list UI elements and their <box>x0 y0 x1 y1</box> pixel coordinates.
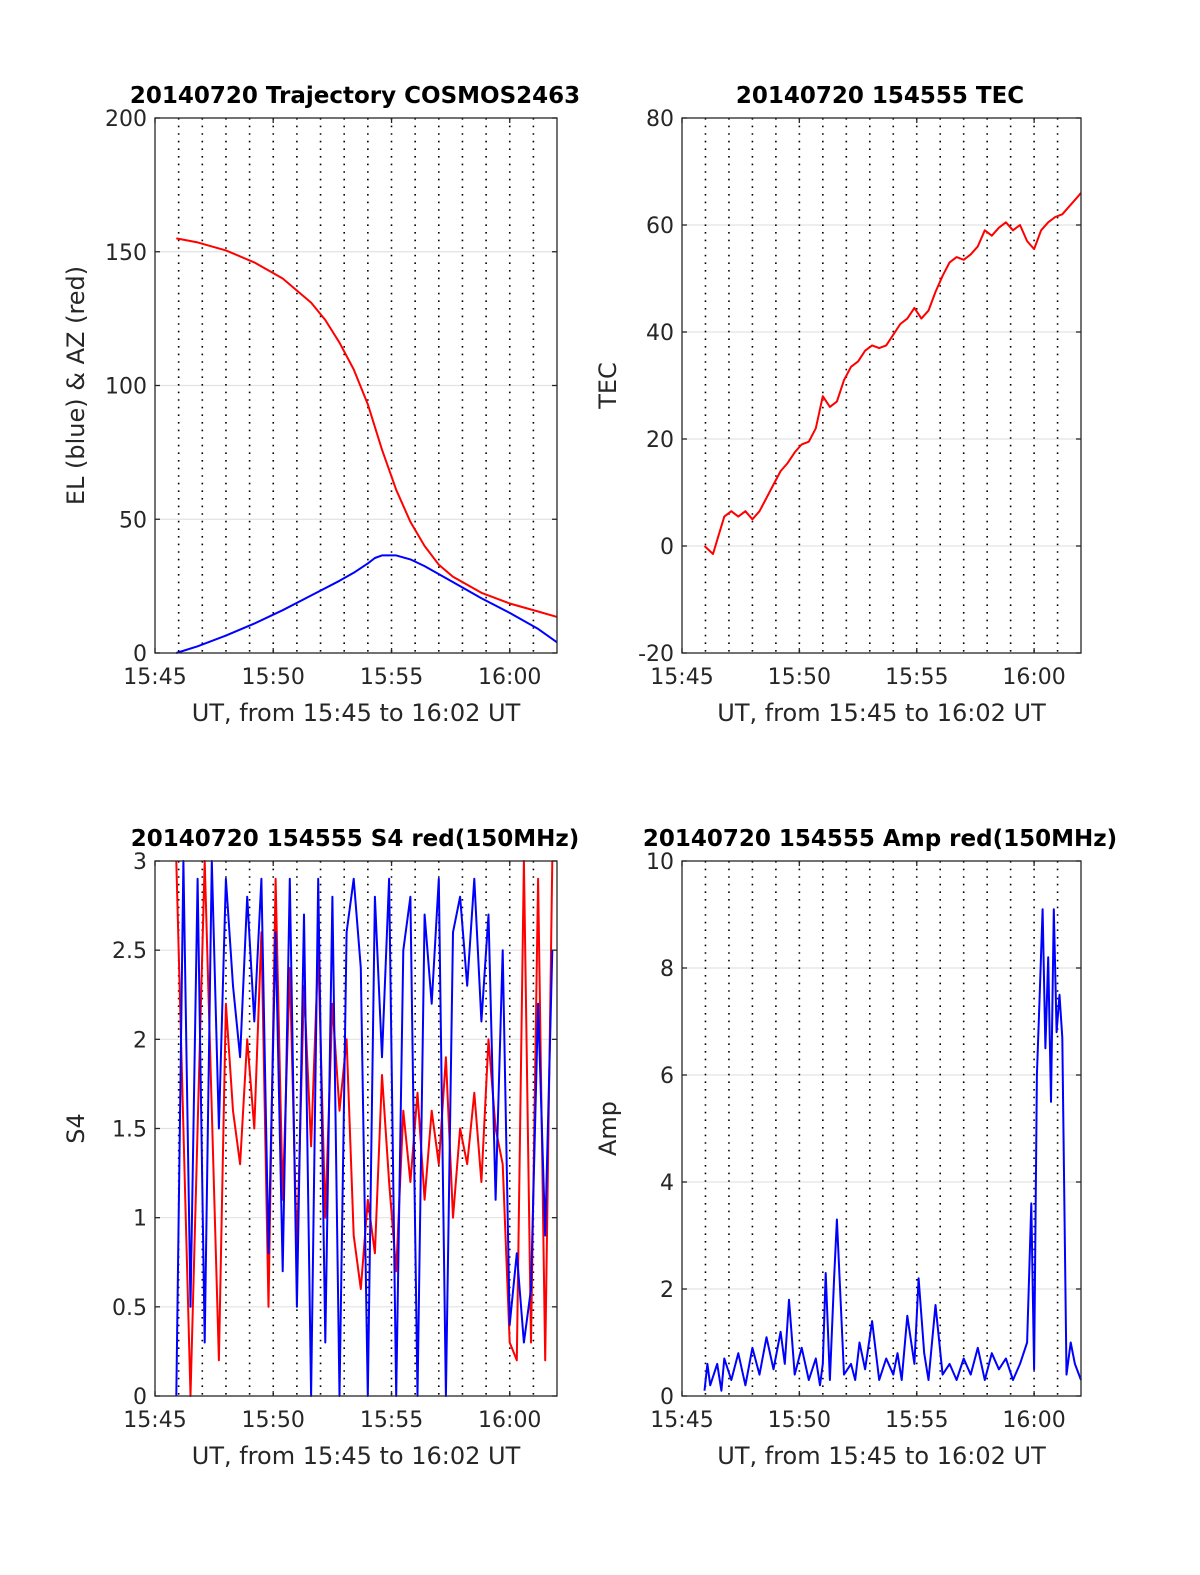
y-axis-label: S4 <box>62 1113 90 1144</box>
x-tick-label: 15:45 <box>650 1408 713 1433</box>
y-tick-label: 0 <box>660 535 674 560</box>
panel-tec: 20140720 154555 TEC 15:45 15:50 15:55 16:00… <box>594 83 1082 727</box>
x-tick-label: 16:00 <box>1002 1408 1065 1433</box>
x-axis-label: UT, from 15:45 to 16:02 UT <box>192 699 521 727</box>
y-tick-label: 80 <box>646 107 674 132</box>
x-axis-label: UT, from 15:45 to 16:02 UT <box>717 1442 1046 1470</box>
x-tick-label: 15:45 <box>123 1408 186 1433</box>
x-axis-label: UT, from 15:45 to 16:02 UT <box>717 699 1046 727</box>
y-tick-label: -20 <box>638 642 674 667</box>
series-line <box>703 908 1082 1392</box>
series-line <box>175 860 554 1397</box>
x-tick-label: 15:45 <box>123 665 186 690</box>
x-tick-label: 15:55 <box>885 665 948 690</box>
x-tick-label: 16:00 <box>478 665 541 690</box>
x-tick-label: 15:45 <box>650 665 713 690</box>
series-line <box>175 554 558 654</box>
y-tick-label: 50 <box>119 508 147 533</box>
x-tick-label: 15:55 <box>360 1408 423 1433</box>
y-tick-label: 1 <box>133 1207 147 1232</box>
y-axis-label: TEC <box>594 362 622 410</box>
y-tick-label: 0 <box>660 1385 674 1410</box>
y-tick-label: 6 <box>660 1064 674 1089</box>
y-tick-label: 1.5 <box>112 1118 147 1143</box>
y-tick-label: 150 <box>105 241 147 266</box>
y-tick-label: 0 <box>133 1385 147 1410</box>
chart-title: 20140720 Trajectory COSMOS2463 <box>130 83 580 109</box>
chart-title: 20140720 154555 TEC <box>736 83 1024 109</box>
x-tick-label: 16:00 <box>478 1408 541 1433</box>
y-tick-label: 2 <box>133 1028 147 1053</box>
panel-trajectory: 20140720 Trajectory COSMOS2463 15:45 15:5… <box>62 83 580 727</box>
panel-amp: 20140720 154555 Amp red(150MHz) 15:45 15:… <box>594 826 1117 1470</box>
y-tick-label: 0.5 <box>112 1296 147 1321</box>
y-tick-label: 40 <box>646 321 674 346</box>
x-tick-label: 15:50 <box>768 665 831 690</box>
axes-box <box>681 117 1082 654</box>
y-tick-label: 10 <box>646 850 674 875</box>
y-tick-label: 20 <box>646 428 674 453</box>
x-axis-label: UT, from 15:45 to 16:02 UT <box>192 1442 521 1470</box>
y-tick-label: 8 <box>660 957 674 982</box>
y-tick-label: 2.5 <box>112 939 147 964</box>
y-tick-label: 4 <box>660 1171 674 1196</box>
axes-box <box>681 860 1082 1397</box>
x-tick-label: 15:50 <box>241 1408 304 1433</box>
y-tick-label: 60 <box>646 214 674 239</box>
y-axis-label: EL (blue) & AZ (red) <box>62 266 90 505</box>
series-line <box>176 237 558 618</box>
x-tick-label: 15:55 <box>360 665 423 690</box>
x-tick-label: 15:55 <box>885 1408 948 1433</box>
panel-s4: 20140720 154555 S4 red(150MHz) 15:45 15:5… <box>62 826 579 1470</box>
y-axis-label: Amp <box>594 1101 622 1156</box>
x-tick-label: 15:50 <box>241 665 304 690</box>
y-tick-label: 2 <box>660 1278 674 1303</box>
x-tick-label: 15:50 <box>768 1408 831 1433</box>
y-tick-label: 0 <box>133 642 147 667</box>
y-tick-label: 3 <box>133 850 147 875</box>
y-tick-label: 100 <box>105 375 147 400</box>
x-tick-label: 16:00 <box>1002 665 1065 690</box>
chart-title: 20140720 154555 Amp red(150MHz) <box>643 826 1117 852</box>
series-line <box>703 192 1082 555</box>
y-tick-label: 200 <box>105 107 147 132</box>
chart-title: 20140720 154555 S4 red(150MHz) <box>131 826 580 852</box>
